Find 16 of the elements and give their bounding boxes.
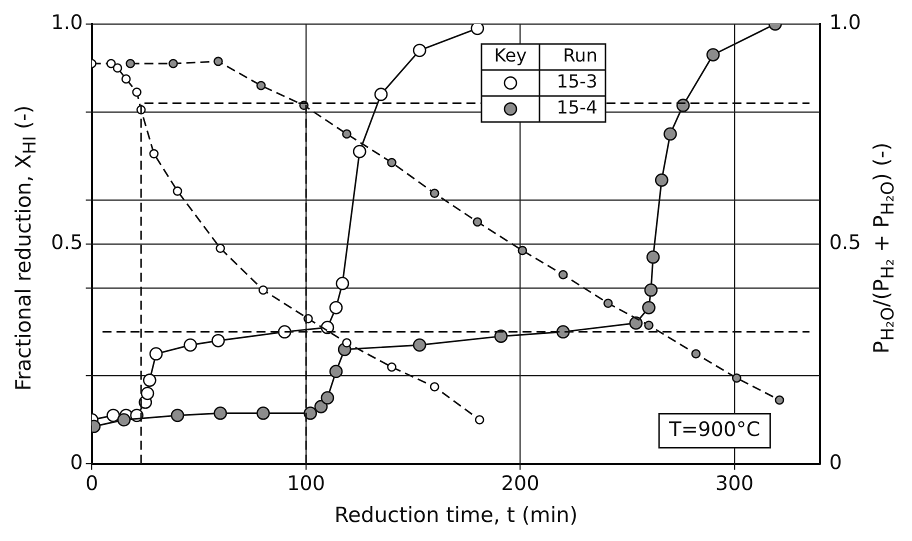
x-tick-label: 300 bbox=[715, 471, 754, 496]
annotation: T=900°C bbox=[668, 417, 760, 442]
annotation: Run bbox=[562, 46, 598, 67]
x-tick-label: 100 bbox=[286, 471, 326, 496]
y2-tick-label: 1.0 bbox=[829, 10, 862, 34]
y2-tick-label: 0.5 bbox=[829, 230, 862, 254]
x-tick-label: 0 bbox=[85, 471, 98, 496]
x-axis-title: Reduction time, t (min) bbox=[334, 502, 578, 527]
y-tick-label: 0 bbox=[70, 450, 83, 474]
legend-label: 15-4 bbox=[556, 98, 598, 119]
y-tick-label: 1.0 bbox=[50, 10, 83, 34]
legend-title: Key bbox=[494, 46, 528, 67]
y-tick-label: 0.5 bbox=[50, 230, 83, 254]
y2-tick-label: 0 bbox=[829, 450, 842, 474]
x-tick-label: 200 bbox=[501, 471, 540, 496]
legend-label: 15-3 bbox=[556, 72, 598, 93]
